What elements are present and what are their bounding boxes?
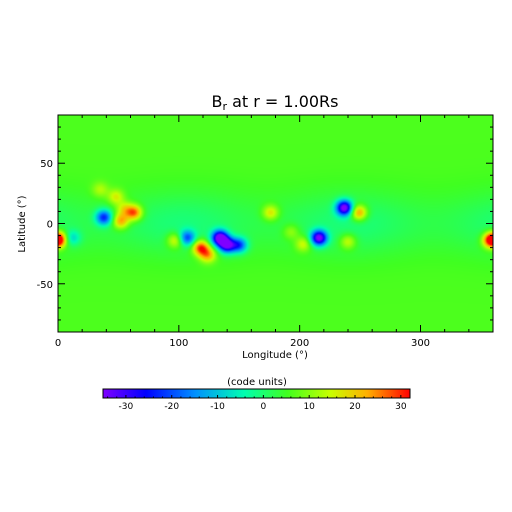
- colorbar-tick-label: -20: [164, 402, 179, 412]
- heatmap-field: [58, 115, 493, 332]
- x-tick-label: 100: [169, 338, 188, 349]
- x-tick-label: 0: [55, 338, 61, 349]
- axes-ticks: 0 100 200 300 -50 0 50: [37, 115, 493, 349]
- colorbar: [102, 388, 411, 399]
- y-tick-label: 0: [47, 220, 53, 231]
- x-tick-label: 300: [411, 338, 430, 349]
- chart-title: Br at r = 1.00Rs: [212, 92, 339, 113]
- colorbar-tick-label: 0: [261, 402, 267, 412]
- x-tick-label: 200: [290, 338, 309, 349]
- y-tick-label: 50: [40, 159, 53, 170]
- colorbar-tick-label: 10: [303, 402, 315, 412]
- plot-area: 0 100 200 300 -50 0 50: [37, 114, 494, 349]
- y-axis-label: Latitude (°): [17, 195, 28, 252]
- colorbar-tick-label: 30: [395, 402, 407, 412]
- colorbar-label: (code units): [227, 377, 287, 388]
- x-axis-label: Longitude (°): [242, 350, 308, 361]
- colorbar-tick-label: -10: [210, 402, 225, 412]
- y-tick-label: -50: [37, 280, 53, 291]
- colorbar-tick-label: -30: [119, 402, 134, 412]
- colorbar-ticks: -30 -20 -10 0 10 20 30: [107, 395, 407, 412]
- colorbar-tick-label: 20: [349, 402, 361, 412]
